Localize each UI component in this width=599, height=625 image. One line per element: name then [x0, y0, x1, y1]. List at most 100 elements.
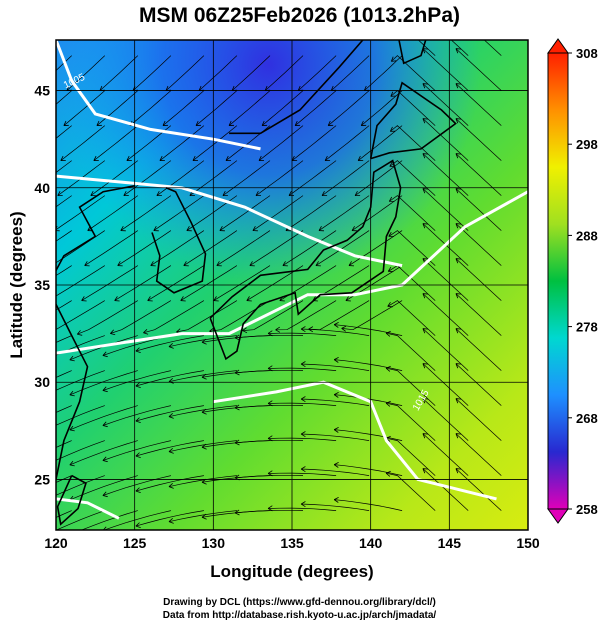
streamline-arrow — [267, 470, 273, 477]
streamline — [183, 230, 238, 266]
isobar-line — [56, 497, 120, 520]
streamline — [285, 195, 337, 231]
streamline-arrow — [390, 56, 397, 62]
colorbar: 258 268 278 288 298 308 — [547, 38, 598, 524]
streamline — [168, 440, 237, 453]
streamline — [294, 90, 337, 126]
streamline — [63, 90, 106, 126]
streamline — [308, 300, 370, 331]
coastlines — [56, 40, 457, 526]
streamline-arrow — [123, 191, 129, 196]
streamline — [192, 125, 238, 161]
streamline — [69, 440, 138, 466]
coastline — [151, 187, 207, 294]
streamline-arrow — [385, 400, 391, 407]
streamline-arrow — [28, 156, 33, 160]
streamline-arrow — [291, 155, 298, 161]
streamline — [56, 265, 105, 297]
streamline-arrow — [135, 382, 141, 388]
streamline — [56, 230, 72, 242]
colorbar-tick-label: 278 — [576, 320, 598, 335]
streamline-arrow — [388, 231, 394, 237]
streamline-arrow — [37, 535, 42, 540]
streamline-arrow — [49, 296, 54, 301]
streamline-arrow — [120, 225, 126, 232]
streamline-arrow — [37, 430, 42, 435]
streamline-arrow — [258, 155, 265, 161]
streamline-arrow — [246, 296, 252, 302]
streamline-arrow — [282, 261, 288, 267]
streamline — [102, 370, 171, 391]
streamline — [275, 300, 337, 331]
streamline-arrow — [4, 365, 9, 370]
streamline — [483, 40, 502, 56]
streamline — [56, 405, 105, 426]
streamline-arrow — [222, 191, 228, 196]
streamline-arrow — [37, 500, 42, 505]
streamline-arrow — [354, 191, 361, 196]
x-axis-ticks: 120 125 130 135 140 145 150 — [44, 535, 540, 551]
streamline — [264, 55, 304, 91]
y-tick-label: 35 — [34, 277, 50, 293]
streamline — [288, 160, 337, 196]
isobar-line — [56, 40, 261, 151]
streamline — [56, 90, 72, 105]
streamline-arrow — [308, 326, 314, 333]
streamline — [56, 475, 72, 483]
streamline — [56, 335, 72, 343]
streamline-arrow — [455, 293, 461, 299]
streamline — [117, 230, 172, 266]
streamline-arrow — [385, 365, 391, 372]
streamline — [455, 433, 502, 476]
streamline — [56, 195, 72, 208]
streamline-arrow — [143, 329, 149, 335]
streamline-arrow — [422, 398, 428, 404]
x-axis-title: Longitude (degrees) — [210, 562, 373, 581]
colorbar-tick-label: 268 — [576, 411, 598, 426]
streamline-arrow — [341, 325, 347, 332]
streamline — [162, 90, 205, 126]
streamline-arrow — [390, 91, 396, 97]
streamline-arrow — [31, 121, 36, 126]
colorbar-tick-label: 258 — [576, 502, 598, 517]
streamline-arrow — [153, 226, 159, 232]
streamline-arrow — [345, 296, 351, 302]
streamline — [102, 440, 171, 461]
streamline-arrow — [135, 522, 141, 528]
streamline-arrow — [135, 452, 141, 458]
streamline-arrow — [333, 427, 339, 433]
streamline-arrow — [300, 466, 306, 473]
streamline-arrow — [357, 155, 364, 161]
streamline — [455, 118, 502, 161]
streamline — [198, 55, 238, 91]
x-tick-label: 145 — [438, 535, 462, 551]
y-tick-label: 30 — [34, 374, 50, 390]
streamline — [422, 293, 469, 336]
credit-data: Data from http://database.rish.kyoto-u.a… — [162, 610, 437, 621]
streamline — [56, 195, 106, 231]
wind-streamlines — [4, 40, 502, 540]
streamline-arrow — [183, 261, 189, 267]
streamline-arrow — [4, 470, 9, 475]
streamline — [455, 468, 502, 511]
streamline — [422, 433, 469, 476]
streamline — [324, 125, 370, 161]
streamline-arrow — [201, 443, 207, 450]
streamline-arrow — [267, 435, 273, 442]
streamline — [422, 48, 469, 91]
streamline — [102, 475, 171, 496]
streamline — [180, 265, 238, 301]
streamline — [123, 160, 172, 196]
streamline-arrow — [249, 261, 255, 267]
streamline-arrow — [267, 330, 273, 337]
streamline-arrow — [422, 83, 428, 89]
streamline-arrow — [90, 191, 96, 196]
streamline — [135, 405, 204, 422]
streamline — [56, 405, 72, 413]
streamline-arrow — [69, 425, 75, 432]
streamline — [143, 300, 205, 334]
streamline — [56, 300, 72, 311]
streamline — [168, 510, 237, 523]
streamline-arrow — [195, 120, 202, 126]
